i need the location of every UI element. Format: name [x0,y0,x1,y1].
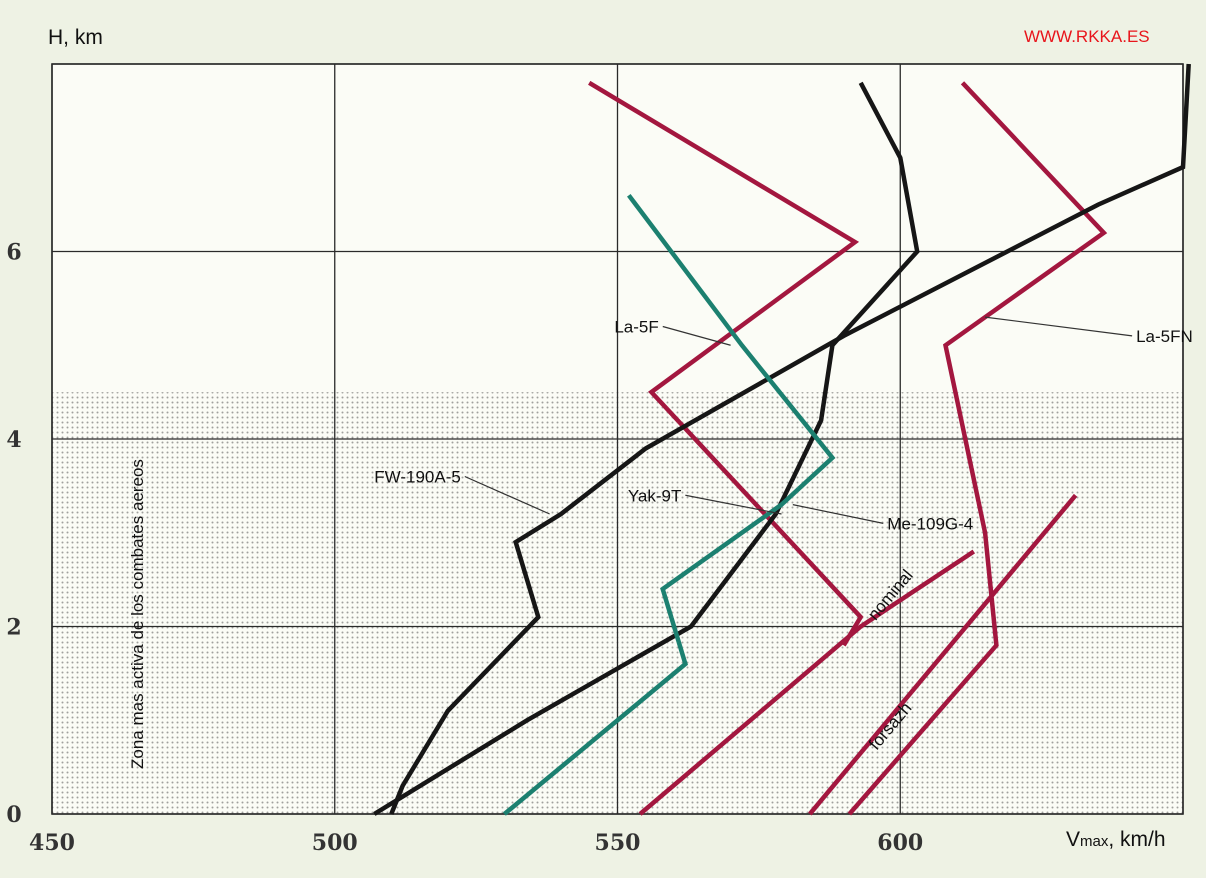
x-axis-label-unit: , km/h [1108,828,1165,851]
series-line-fw-190a-5 [389,63,1191,815]
series-line-me-109g-4 [373,81,920,816]
y-tick-label: 0 [6,802,21,828]
x-axis-label-sub: max [1080,833,1109,850]
leader-line-fw-190a-5 [464,475,550,515]
x-tick-label: 550 [595,830,641,856]
x-tick-label: 600 [877,830,923,856]
x-axis-label: Vmax, km/h [1066,828,1166,851]
y-tick-label: 6 [6,240,21,266]
series-group [373,63,1191,816]
series-line-la-5f [588,80,864,647]
series-line-yak-9t [502,193,836,816]
watermark: WWW.RKKA.ES [1024,27,1150,46]
series-line-nominal [638,549,976,816]
series-line-forsazh [808,493,1078,816]
y-axis-label: H, km [48,26,103,49]
annotation-fw-190a-5: FW-190A-5 [374,468,461,487]
grid [51,63,1184,815]
combat-zone-label: Zona mas activa de los combates aereos [128,459,147,769]
y-tick-label: 2 [6,615,21,641]
series-line-la-5fn [847,81,1108,816]
x-tick-label: 450 [29,830,75,856]
leader-line-la-5fn [984,316,1133,337]
plot-frame [51,63,1184,815]
annotation-me-109g-4: Me-109G-4 [887,514,973,533]
leader-line-la-5f [662,325,731,346]
annotation-yak-9t: Yak-9T [628,486,682,505]
annotation-la-5fn: La-5FN [1136,327,1193,346]
x-tick-label: 500 [312,830,358,856]
annotation-la-5f: La-5F [614,318,658,337]
leader-line-me-109g-4 [792,504,884,524]
y-tick-label: 4 [6,427,21,453]
leader-line-yak-9t [685,494,782,515]
annotation-leaders [464,316,1133,524]
x-axis-label-main: V [1066,828,1080,851]
